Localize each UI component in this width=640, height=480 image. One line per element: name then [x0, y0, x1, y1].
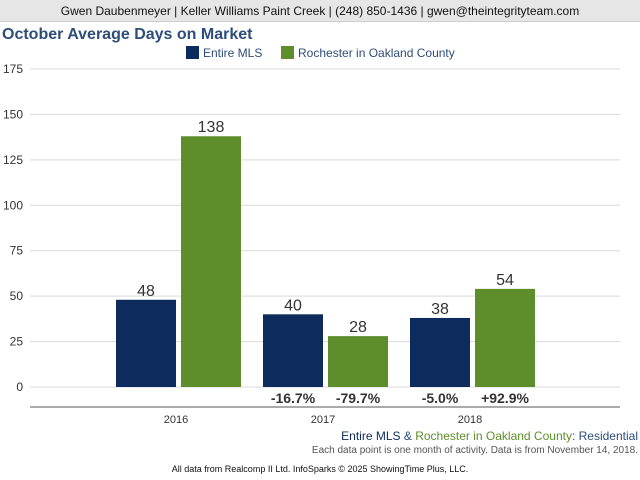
- legend-label: Entire MLS: [203, 46, 262, 60]
- footer-series-line: Entire MLS & Rochester in Oakland County…: [341, 429, 638, 443]
- change-label: -79.7%: [336, 390, 381, 406]
- data-label: 40: [284, 297, 302, 314]
- data-label: 54: [496, 272, 514, 289]
- y-tick-label: 100: [3, 198, 23, 212]
- footer-amp: &: [400, 429, 416, 443]
- footer-series-rochester: Rochester in Oakland County: [415, 429, 572, 443]
- y-tick-label: 175: [3, 62, 23, 76]
- bar: [328, 336, 388, 387]
- bar: [116, 299, 176, 387]
- x-tick-label: 2017: [311, 414, 335, 426]
- data-label: 38: [431, 301, 449, 318]
- data-label: 48: [137, 283, 155, 300]
- data-label: 138: [198, 119, 225, 136]
- chart-title: October Average Days on Market: [2, 26, 253, 43]
- footer-note: Each data point is one month of activity…: [311, 445, 638, 456]
- change-label: +92.9%: [481, 390, 529, 406]
- y-tick-label: 0: [16, 380, 23, 394]
- data-label: 28: [349, 319, 367, 336]
- footer-series-entire-mls: Entire MLS: [341, 429, 401, 443]
- y-tick-label: 25: [10, 335, 24, 349]
- y-tick-label: 75: [10, 244, 24, 258]
- legend-label: Rochester in Oakland County: [298, 46, 455, 60]
- change-label: -16.7%: [271, 390, 316, 406]
- y-tick-label: 150: [3, 107, 23, 121]
- bar: [263, 314, 323, 387]
- legend-swatch: [186, 46, 199, 59]
- y-tick-label: 125: [3, 153, 23, 167]
- bar: [475, 288, 535, 387]
- x-tick-label: 2016: [164, 414, 188, 426]
- footer-credit: All data from Realcomp II Ltd. InfoSpark…: [171, 464, 469, 474]
- bar: [410, 317, 470, 387]
- x-tick-label: 2018: [458, 414, 482, 426]
- bar: [181, 136, 241, 387]
- contact-header: Gwen Daubenmeyer | Keller Williams Paint…: [0, 0, 640, 22]
- change-label: -5.0%: [422, 390, 459, 406]
- footer-suffix: : Residential: [571, 429, 638, 443]
- legend-swatch: [281, 46, 294, 59]
- y-tick-label: 50: [10, 289, 24, 303]
